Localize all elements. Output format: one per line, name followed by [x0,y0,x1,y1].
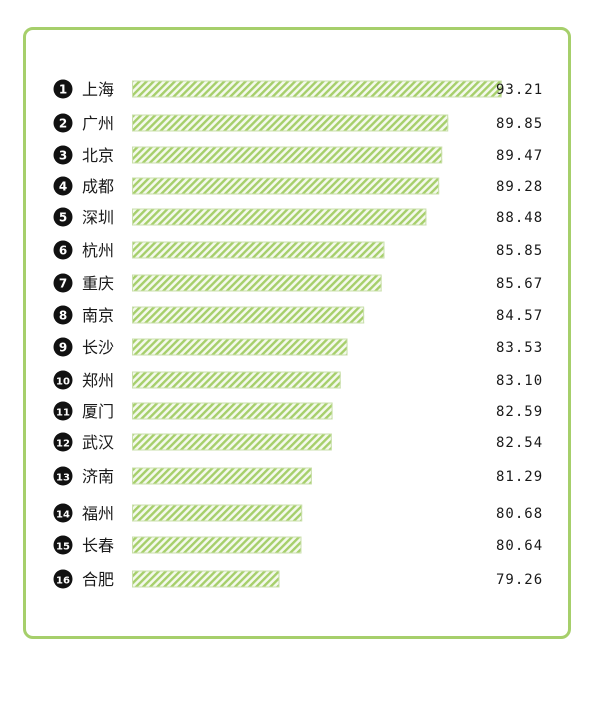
rank-number: 16 [56,576,70,587]
value-label: 84.57 [496,308,543,324]
rank-badge [53,305,73,325]
bar-outline [132,114,449,132]
rank-number: 9 [59,341,67,355]
category-label: 郑州 [82,371,114,390]
bar [132,467,312,485]
bar [132,177,440,195]
rank-number: 5 [59,211,67,225]
bar-outline [132,536,302,554]
rank-badge [53,337,73,357]
bar-outline [132,338,348,356]
bar [132,338,348,356]
rank-badge [53,145,73,165]
rank-badge [53,240,73,260]
bar [132,146,443,164]
rank-number: 11 [56,408,70,419]
rank-number: 14 [56,510,70,521]
category-label: 上海 [82,80,114,99]
rank-number: 4 [59,180,67,194]
bar [132,114,449,132]
value-label: 83.53 [496,340,543,356]
value-label: 85.67 [496,276,543,292]
bar-outline [132,306,365,324]
category-label: 南京 [82,306,114,325]
rank-number: 2 [59,117,67,131]
value-label: 88.48 [496,210,543,226]
category-label: 济南 [82,467,114,486]
value-label: 83.10 [496,373,543,389]
category-label: 长春 [82,536,114,555]
rank-number: 8 [59,309,67,323]
rank-badge [53,207,73,227]
rank-badge [53,79,73,99]
category-label: 深圳 [82,208,114,227]
rank-badge [53,113,73,133]
value-label: 80.64 [496,538,543,554]
value-label: 82.59 [496,404,543,420]
value-label: 89.47 [496,148,543,164]
bar-outline [132,570,280,588]
rank-number: 7 [59,277,67,291]
category-label: 福州 [82,504,114,523]
rank-badge [53,176,73,196]
bar-outline [132,467,312,485]
value-label: 81.29 [496,469,543,485]
chart-frame [23,27,571,639]
bar [132,402,333,420]
rank-badge [53,370,73,390]
bar-outline [132,241,385,259]
category-label: 杭州 [82,241,114,260]
rank-number: 10 [56,377,70,388]
rank-number: 6 [59,244,67,258]
bar-outline [132,402,333,420]
rank-badge [53,466,73,486]
rank-badge [53,432,73,452]
category-label: 广州 [82,114,114,133]
category-label: 重庆 [82,274,114,293]
bar [132,433,332,451]
rank-badge [53,535,73,555]
bar [132,570,280,588]
bar-outline [132,274,382,292]
bar-outline [132,146,443,164]
bar-outline [132,177,440,195]
rank-badge [53,503,73,523]
category-label: 武汉 [82,433,114,452]
rank-number: 13 [56,473,70,484]
value-label: 89.28 [496,179,543,195]
value-label: 82.54 [496,435,543,451]
value-label: 80.68 [496,506,543,522]
bar [132,536,302,554]
bar [132,371,341,389]
bar-outline [132,208,427,226]
bar [132,208,427,226]
rank-badge [53,569,73,589]
category-label: 北京 [82,146,114,165]
bar [132,241,385,259]
value-label: 89.85 [496,116,543,132]
category-label: 厦门 [82,402,114,421]
value-label: 85.85 [496,243,543,259]
bar-outline [132,371,341,389]
value-label: 79.26 [496,572,543,588]
category-label: 合肥 [82,570,114,589]
value-label: 93.21 [496,82,543,98]
category-label: 成都 [82,177,114,196]
rank-badge [53,401,73,421]
bar-outline [132,80,502,98]
bar-outline [132,433,332,451]
bar [132,80,502,98]
bar [132,504,303,522]
rank-number: 15 [56,542,70,553]
bar [132,306,365,324]
rank-badge [53,273,73,293]
rank-number: 12 [56,439,70,450]
bar-outline [132,504,303,522]
category-label: 长沙 [82,338,114,357]
rank-number: 3 [59,149,67,163]
bar [132,274,382,292]
rank-number: 1 [59,83,67,97]
